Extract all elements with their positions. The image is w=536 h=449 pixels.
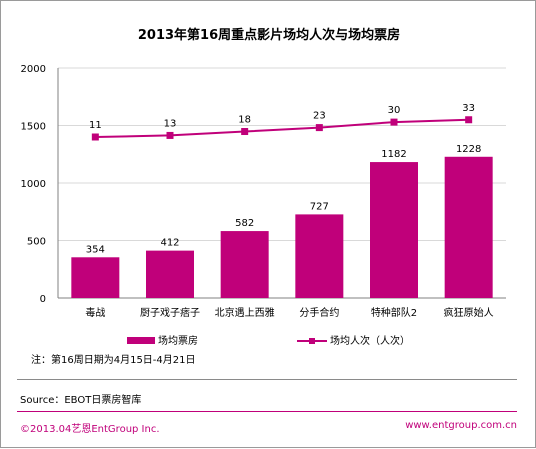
- bar-value-label: 354: [86, 244, 105, 255]
- y-tick-label: 2000: [21, 64, 46, 75]
- category-label: 北京遇上西雅: [215, 306, 275, 319]
- line-marker: [241, 128, 249, 136]
- y-tick-label: 1000: [21, 179, 46, 190]
- line-value-label: 18: [238, 115, 251, 126]
- footer-divider: [17, 411, 517, 412]
- line-value-label: 13: [164, 118, 177, 129]
- y-tick-label: 1500: [21, 122, 46, 133]
- date-note: 注：第16周日期为4月15日-4月21日: [31, 355, 196, 366]
- line-value-label: 30: [388, 105, 401, 116]
- bar-value-label: 412: [160, 238, 179, 249]
- legend-label-line: 场均人次（人次）: [330, 334, 410, 347]
- bar: [295, 214, 344, 298]
- line-value-label: 33: [462, 103, 475, 114]
- source-text: Source：EBOT日票房智库: [20, 395, 142, 406]
- divider-line: [17, 379, 517, 380]
- line-marker: [91, 133, 99, 141]
- bar: [146, 250, 194, 298]
- y-tick-label: 0: [40, 294, 46, 305]
- line-marker: [390, 118, 398, 126]
- line-marker: [166, 131, 174, 139]
- category-label: 分手合约: [299, 306, 339, 319]
- legend-label-bar: 场均票房: [158, 334, 198, 347]
- bar-value-label: 582: [235, 218, 254, 229]
- category-label: 毒战: [85, 306, 105, 319]
- category-label: 特种部队2: [371, 306, 417, 319]
- y-tick-label: 500: [27, 237, 46, 248]
- line-marker: [315, 124, 323, 132]
- category-label: 厨子戏子痞子: [140, 306, 200, 319]
- chart-title: 2013年第16周重点影片场均人次与场均票房: [137, 28, 401, 43]
- line-marker: [465, 116, 473, 124]
- bar-value-label: 1228: [456, 144, 481, 155]
- line-value-label: 23: [313, 111, 326, 122]
- copyright-text: ©2013.04艺恩EntGroup Inc.: [20, 424, 160, 435]
- bar: [370, 162, 418, 298]
- line-value-label: 11: [89, 120, 102, 131]
- bar-value-label: 727: [310, 201, 329, 212]
- legend-swatch-bar: [127, 337, 155, 344]
- bar: [444, 156, 493, 298]
- bar: [220, 231, 269, 298]
- line-series: [95, 118, 469, 138]
- bar: [71, 257, 120, 298]
- category-label: 疯狂原始人: [444, 306, 494, 319]
- website-link[interactable]: www.entgroup.com.cn: [405, 420, 517, 431]
- legend-marker-line: [309, 338, 315, 344]
- bar-value-label: 1182: [381, 149, 406, 160]
